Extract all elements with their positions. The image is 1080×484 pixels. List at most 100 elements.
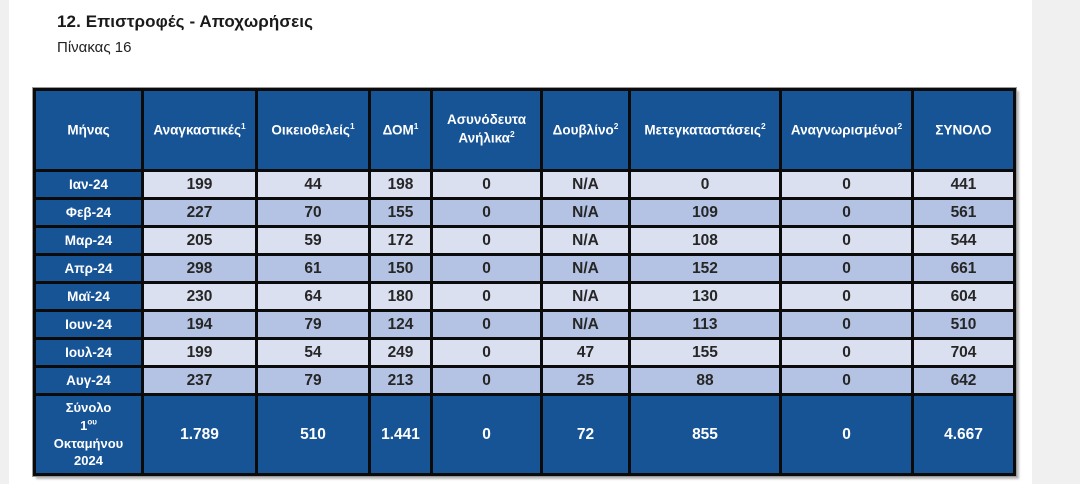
data-cell: 298 (141, 253, 258, 284)
data-cell: 642 (911, 365, 1016, 396)
total-row: Σύνολο 1ου Οκταμήνου 2024 1.789 510 1.44… (33, 393, 1016, 476)
data-cell: 237 (141, 365, 258, 396)
data-cell: 113 (628, 309, 782, 340)
table-row: Ιαν-24 199 44 198 0 N/A 0 0 441 (33, 169, 1016, 200)
data-cell: 199 (141, 337, 258, 368)
total-cell: 1.789 (141, 393, 258, 476)
data-cell: 205 (141, 225, 258, 256)
total-cell: 855 (628, 393, 782, 476)
data-cell: 108 (628, 225, 782, 256)
data-cell: 0 (779, 281, 914, 312)
month-cell: Ιουλ-24 (33, 337, 144, 368)
total-cell: 4.667 (911, 393, 1016, 476)
data-cell: 441 (911, 169, 1016, 200)
data-cell: 0 (779, 365, 914, 396)
data-cell: N/A (540, 281, 631, 312)
table-row: Ιουν-24 194 79 124 0 N/A 113 0 510 (33, 309, 1016, 340)
total-cell: 510 (255, 393, 371, 476)
data-cell: 0 (430, 281, 543, 312)
total-cell: 72 (540, 393, 631, 476)
data-cell: 59 (255, 225, 371, 256)
data-cell: 0 (779, 225, 914, 256)
data-cell: 109 (628, 197, 782, 228)
month-cell: Φεβ-24 (33, 197, 144, 228)
data-cell: 249 (368, 337, 433, 368)
data-cell: 0 (430, 197, 543, 228)
column-header-iom: ΔΟΜ1 (368, 88, 433, 172)
data-cell: 79 (255, 309, 371, 340)
data-cell: 227 (141, 197, 258, 228)
data-cell: 155 (368, 197, 433, 228)
data-cell: 61 (255, 253, 371, 284)
data-cell: 544 (911, 225, 1016, 256)
data-cell: N/A (540, 225, 631, 256)
total-label-cell: Σύνολο 1ου Οκταμήνου 2024 (33, 393, 144, 476)
data-cell: 0 (779, 337, 914, 368)
column-header-forced: Αναγκαστικές1 (141, 88, 258, 172)
data-cell: 0 (779, 169, 914, 200)
data-cell: 561 (911, 197, 1016, 228)
table-row: Απρ-24 298 61 150 0 N/A 152 0 661 (33, 253, 1016, 284)
data-cell: 70 (255, 197, 371, 228)
data-cell: 0 (779, 253, 914, 284)
table-row: Μαϊ-24 230 64 180 0 N/A 130 0 604 (33, 281, 1016, 312)
data-cell: 54 (255, 337, 371, 368)
data-cell: 0 (430, 309, 543, 340)
data-cell: 25 (540, 365, 631, 396)
data-cell: 0 (430, 225, 543, 256)
table-row: Μαρ-24 205 59 172 0 N/A 108 0 544 (33, 225, 1016, 256)
data-cell: 180 (368, 281, 433, 312)
data-cell: 79 (255, 365, 371, 396)
data-cell: N/A (540, 253, 631, 284)
data-cell: 0 (779, 309, 914, 340)
data-cell: 704 (911, 337, 1016, 368)
data-cell: 0 (430, 169, 543, 200)
data-cell: 152 (628, 253, 782, 284)
month-cell: Μαϊ-24 (33, 281, 144, 312)
month-cell: Απρ-24 (33, 253, 144, 284)
column-header-voluntary: Οικειοθελείς1 (255, 88, 371, 172)
column-header-total: ΣΥΝΟΛΟ (911, 88, 1016, 172)
data-cell: 0 (779, 197, 914, 228)
data-cell: 150 (368, 253, 433, 284)
column-header-recognized: Αναγνωρισμένοι2 (779, 88, 914, 172)
table-row: Ιουλ-24 199 54 249 0 47 155 0 704 (33, 337, 1016, 368)
section-title: 12. Επιστροφές - Αποχωρήσεις (57, 12, 314, 31)
data-cell: N/A (540, 309, 631, 340)
data-cell: 155 (628, 337, 782, 368)
month-cell: Ιαν-24 (33, 169, 144, 200)
month-cell: Ιουν-24 (33, 309, 144, 340)
data-cell: 604 (911, 281, 1016, 312)
data-cell: 0 (430, 365, 543, 396)
data-cell: 661 (911, 253, 1016, 284)
page-margin-strip-left (0, 0, 9, 484)
data-cell: 198 (368, 169, 433, 200)
column-header-relocations: Μετεγκαταστάσεις2 (628, 88, 782, 172)
column-header-unaccompanied-minors: Ασυνόδευτα Ανήλικα2 (430, 88, 543, 172)
page-margin-strip-right (1032, 0, 1080, 484)
total-cell: 0 (779, 393, 914, 476)
table-row: Αυγ-24 237 79 213 0 25 88 0 642 (33, 365, 1016, 396)
month-cell: Αυγ-24 (33, 365, 144, 396)
data-cell: 124 (368, 309, 433, 340)
data-cell: 230 (141, 281, 258, 312)
data-cell: 0 (628, 169, 782, 200)
header-row: Μήνας Αναγκαστικές1 Οικειοθελείς1 ΔΟΜ1 Α… (33, 88, 1016, 172)
column-header-month: Μήνας (33, 88, 144, 172)
data-cell: 44 (255, 169, 371, 200)
column-header-dublin: Δουβλίνο2 (540, 88, 631, 172)
data-cell: 47 (540, 337, 631, 368)
data-cell: N/A (540, 197, 631, 228)
data-cell: 88 (628, 365, 782, 396)
data-cell: 510 (911, 309, 1016, 340)
data-cell: 0 (430, 253, 543, 284)
total-cell: 1.441 (368, 393, 433, 476)
data-cell: 0 (430, 337, 543, 368)
data-cell: 130 (628, 281, 782, 312)
data-cell: 213 (368, 365, 433, 396)
data-cell: 194 (141, 309, 258, 340)
returns-departures-table: Μήνας Αναγκαστικές1 Οικειοθελείς1 ΔΟΜ1 Α… (33, 88, 1016, 476)
data-cell: 172 (368, 225, 433, 256)
data-cell: N/A (540, 169, 631, 200)
